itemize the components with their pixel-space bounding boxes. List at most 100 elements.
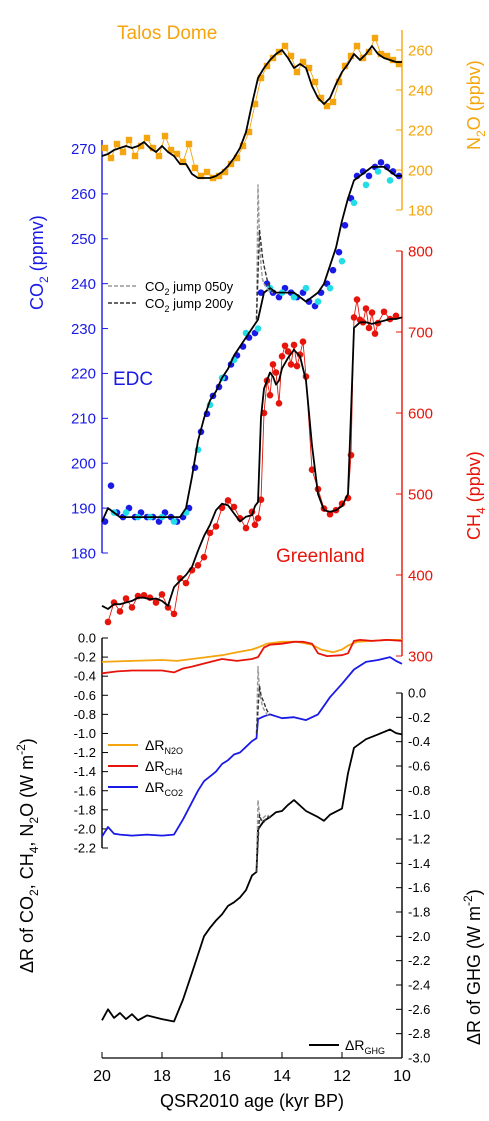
rf_ghg-y-tick-label: -0.6 [408, 759, 430, 774]
ch4-series-line-1 [101, 316, 403, 610]
co2-data-point [257, 289, 265, 296]
co2-y-tick-label: 210 [71, 411, 96, 428]
x-tick-label: 14 [273, 1068, 291, 1085]
rf-gases-legend-label: ΔRCH4 [145, 758, 182, 777]
rf-gases-axis-title: ΔR of CO2, CH4, N2O (W m-2) [14, 738, 41, 973]
co2-y-tick-label: 250 [71, 231, 96, 248]
rf_gases-y-tick-label: -0.2 [74, 650, 96, 665]
ch4-y-tick-label: 600 [408, 405, 433, 422]
rf_gases-series-line-2 [101, 656, 403, 837]
ch4-point-connector [107, 299, 397, 623]
ch4-y-tick-label: 800 [408, 243, 433, 260]
series-layer [101, 34, 403, 1023]
rf_gases-y-tick-label: -1.0 [74, 726, 96, 741]
x-tick-label: 10 [393, 1068, 411, 1085]
co2-y-tick-label: 220 [71, 366, 96, 383]
co2-y-tick-label: 180 [71, 545, 96, 562]
co2-series-line-2 [101, 165, 402, 522]
rf-gases-legend-label: ΔRCO2 [145, 779, 183, 798]
co2-series-line-4 [255, 229, 274, 320]
co2-data-point [254, 325, 262, 332]
rf_ghg-y-tick-label: -1.2 [408, 832, 430, 847]
rf_ghg-y-tick-label: -3.0 [408, 1051, 430, 1066]
rf_ghg-y-tick-label: -0.4 [408, 734, 430, 749]
rf_ghg-y-tick-label: -1.8 [408, 905, 430, 920]
n2o-axis-title: N2O (ppbv) [464, 60, 488, 150]
co2-data-point [341, 221, 349, 229]
n2o-panel-title: Talos Dome [117, 23, 217, 44]
rf_gases-y-tick-label: 0.0 [78, 631, 96, 646]
co2-data-point [326, 284, 334, 292]
x-tick-label: 12 [333, 1068, 351, 1085]
co2-y-tick-label: 270 [71, 141, 96, 158]
ch4-axis-title: CH4 (ppbv) [464, 451, 488, 540]
rf_gases-y-tick-label: -1.6 [74, 783, 96, 798]
n2o-y-tick-label: 180 [408, 202, 433, 219]
co2-y-tick-label: 230 [71, 321, 96, 338]
co2-data-point [362, 181, 370, 189]
co2-y-tick-label: 240 [71, 276, 96, 293]
rf_ghg-y-tick-label: -1.4 [408, 856, 430, 871]
co2-y-tick-label: 200 [71, 455, 96, 472]
rf_ghg-y-tick-label: -2.0 [408, 929, 430, 944]
ch4-y-tick-label: 300 [408, 648, 433, 665]
co2-legend-label: CO2 jump 200y [145, 296, 234, 314]
rf_ghg-y-tick-label: -1.0 [408, 807, 430, 822]
x-tick-label: 16 [213, 1068, 231, 1085]
co2-data-point [350, 199, 358, 207]
co2-data-point [170, 518, 178, 525]
co2-data-point [314, 298, 322, 305]
n2o-y-tick-label: 220 [408, 122, 433, 139]
co2-data-point [338, 257, 346, 265]
rf_gases-y-tick-label: -2.2 [74, 841, 96, 856]
rf_ghg-y-tick-label: -0.2 [408, 710, 430, 725]
ch4-y-tick-label: 700 [408, 324, 433, 341]
rf_ghg-series-line-0 [101, 728, 403, 1023]
n2o-point-connector [104, 36, 400, 179]
co2-data-point [290, 293, 298, 301]
co2-data-point [107, 482, 115, 489]
rf_gases-y-tick-label: -1.4 [74, 764, 96, 779]
rf_ghg-y-tick-label: -1.6 [408, 880, 430, 895]
x-tick-label: 18 [153, 1068, 171, 1085]
n2o-y-tick-label: 240 [408, 82, 433, 99]
co2-data-point [365, 172, 373, 180]
co2-data-point [374, 168, 382, 175]
rf_ghg-y-tick-label: -2.6 [408, 1002, 430, 1017]
rf_gases-y-tick-label: -0.8 [74, 707, 96, 722]
axes-layer [101, 30, 403, 1059]
ch4-y-tick-label: 500 [408, 486, 433, 503]
rf-ghg-axis-title: ΔR of GHG (W m-2) [461, 889, 484, 1045]
rf_ghg-y-tick-label: -2.8 [408, 1026, 430, 1041]
co2-data-point [377, 159, 385, 166]
x-axis-label: QSR2010 age (kyr BP) [160, 1091, 344, 1111]
rf_gases-y-tick-label: -1.8 [74, 802, 96, 817]
ch4-y-tick-label: 400 [408, 567, 433, 584]
co2-data-point [329, 266, 337, 274]
co2-data-point [122, 509, 130, 516]
rf_gases-y-tick-label: -0.6 [74, 688, 96, 703]
n2o-y-tick-label: 260 [408, 42, 433, 59]
n2o-data-point [395, 60, 403, 68]
rf_gases-y-tick-label: -2.0 [74, 821, 96, 836]
co2-series-line-3 [255, 184, 273, 320]
ch4-panel-title: Greenland [276, 546, 365, 567]
rf_ghg-y-tick-label: -2.4 [408, 978, 430, 993]
x-tick-label: 20 [93, 1068, 111, 1085]
rf_ghg-y-tick-label: 0.0 [408, 686, 426, 701]
co2-panel-title: EDC [113, 369, 153, 390]
rf_ghg-series-line-1 [255, 799, 271, 872]
labels-layer: 20 18 16 14 12 10 QSR2010 age (kyr BP) 180 200 22… [14, 23, 488, 1111]
rf_gases-series-line-1 [101, 639, 403, 675]
n2o-series-line-1 [101, 45, 402, 179]
rf_gases-series-line-3 [255, 665, 271, 734]
co2-y-tick-label: 190 [71, 500, 96, 517]
rf_ghg-series-line-2 [255, 814, 270, 872]
co2-y-tick-label: 260 [71, 186, 96, 203]
co2-legend-label: CO2 jump 050y [145, 279, 234, 297]
rf-ghg-legend-label: ΔRGHG [345, 1037, 385, 1056]
rf_ghg-y-tick-label: -0.8 [408, 783, 430, 798]
rf_gases-y-tick-label: -1.2 [74, 745, 96, 760]
rf_gases-series-line-4 [255, 685, 271, 734]
